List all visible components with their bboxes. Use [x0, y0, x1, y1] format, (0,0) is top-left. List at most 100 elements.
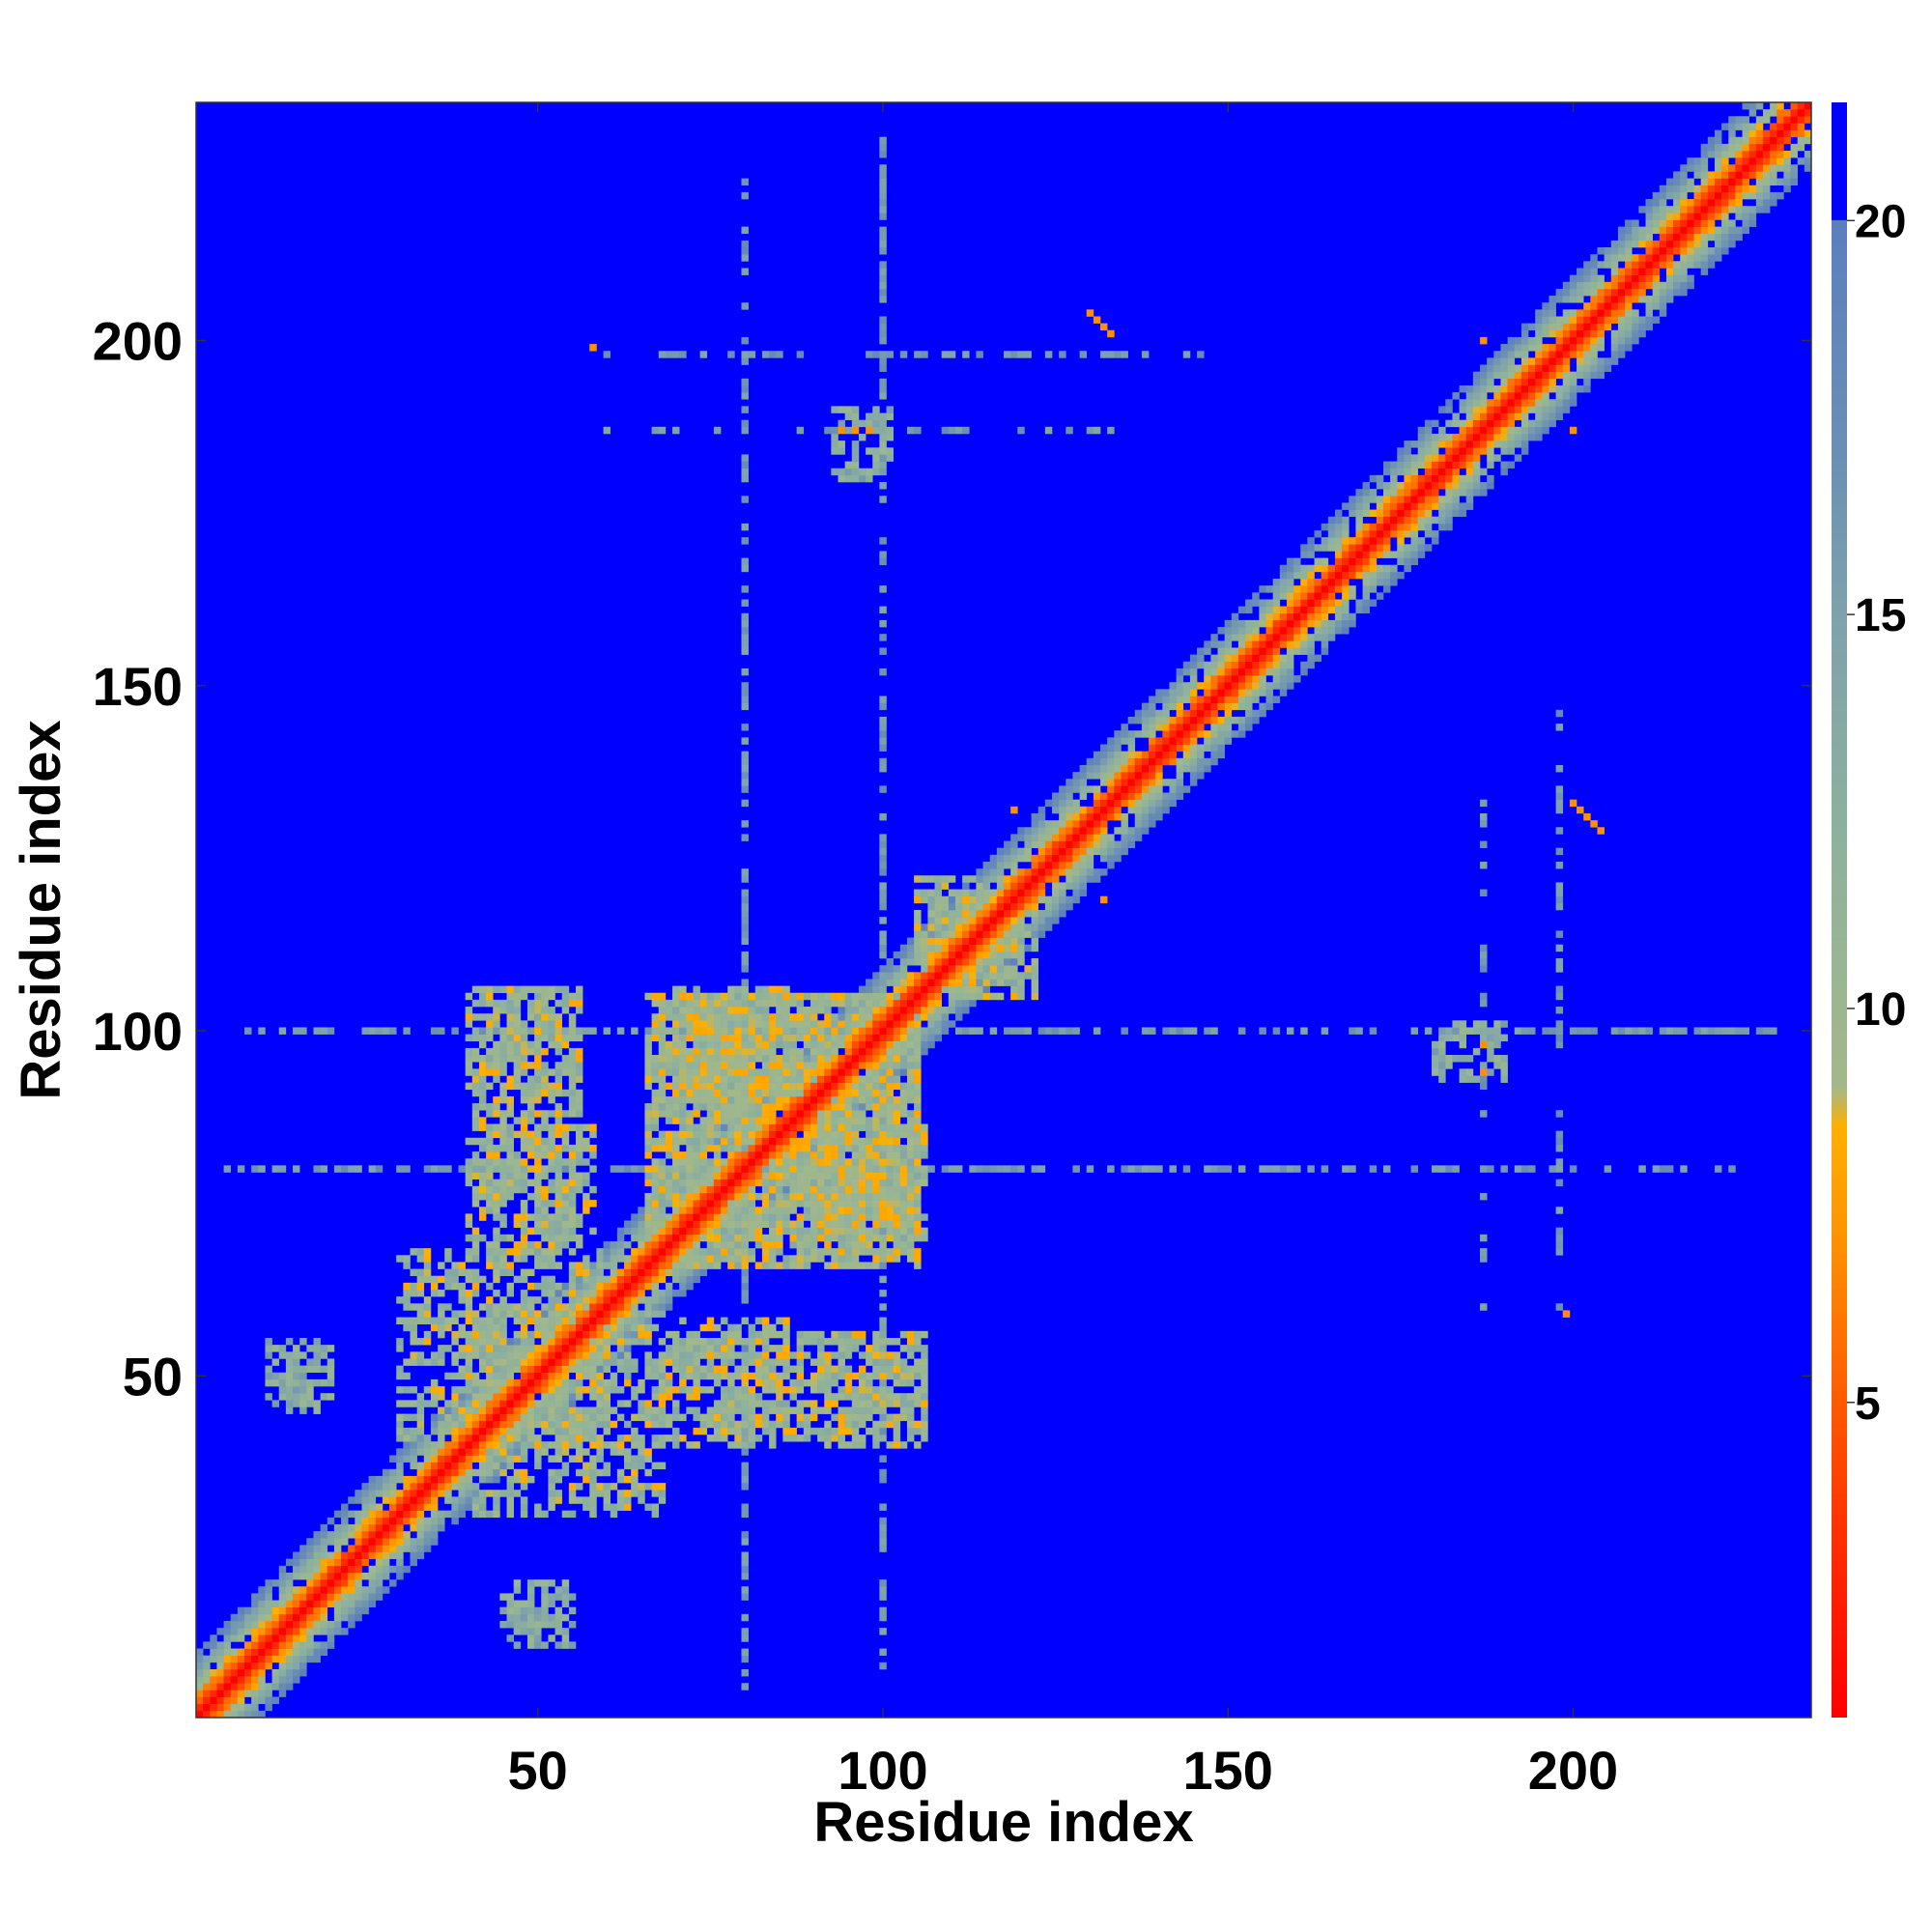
heatmap-cell	[478, 1062, 487, 1069]
heatmap-cell	[962, 895, 970, 904]
heatmap-cell	[969, 972, 977, 980]
heatmap-cell	[810, 1227, 818, 1236]
heatmap-cell	[741, 357, 749, 365]
heatmap-cell	[721, 1330, 728, 1339]
heatmap-cell	[644, 1448, 652, 1456]
heatmap-cell	[561, 1427, 570, 1435]
heatmap-cell	[872, 1192, 880, 1201]
heatmap-cell	[244, 1683, 252, 1690]
heatmap-cell	[603, 1248, 611, 1256]
heatmap-cell	[741, 1007, 749, 1014]
heatmap-cell	[810, 1234, 818, 1242]
heatmap-cell	[734, 1110, 742, 1118]
heatmap-cell	[313, 1648, 321, 1656]
heatmap-cell	[410, 1455, 417, 1463]
heatmap-cell	[844, 1345, 853, 1352]
heatmap-cell	[686, 1345, 694, 1352]
heatmap-cell	[866, 1047, 873, 1056]
heatmap-cell	[741, 1462, 749, 1470]
heatmap-cell	[672, 1406, 680, 1414]
heatmap-cell	[954, 923, 963, 931]
heatmap-cell	[679, 1268, 687, 1277]
heatmap-cell	[879, 336, 887, 345]
heatmap-cell	[817, 1062, 825, 1069]
heatmap-cell	[471, 1468, 480, 1477]
heatmap-cell	[568, 1185, 577, 1194]
heatmap-cell	[741, 985, 749, 994]
heatmap-cell	[789, 1103, 797, 1111]
heatmap-cell	[506, 1613, 514, 1622]
heatmap-cell	[699, 1068, 708, 1076]
heatmap-cell	[644, 1317, 652, 1325]
heatmap-cell	[934, 875, 942, 883]
heatmap-cell	[327, 1634, 335, 1642]
heatmap-cell	[866, 1089, 873, 1097]
heatmap-cell	[313, 1572, 321, 1580]
heatmap-cell	[333, 1600, 342, 1607]
heatmap-cell	[471, 1420, 480, 1429]
heatmap-cell	[541, 999, 549, 1008]
heatmap-cell	[996, 944, 1005, 952]
heatmap-cell	[651, 1220, 660, 1228]
heatmap-cell	[541, 1641, 549, 1649]
heatmap-cell	[589, 1435, 597, 1442]
heatmap-cell	[203, 1683, 211, 1690]
heatmap-cell	[430, 1358, 439, 1366]
heatmap-cell	[858, 999, 867, 1008]
heatmap-cell	[575, 1158, 583, 1166]
heatmap-cell	[776, 1358, 783, 1366]
heatmap-cell	[568, 1490, 577, 1497]
heatmap-cell	[941, 923, 950, 931]
heatmap-cell	[478, 1303, 487, 1311]
heatmap-cell	[651, 1185, 660, 1194]
heatmap-cell	[651, 1013, 660, 1021]
heatmap-cell	[872, 1365, 880, 1374]
heatmap-cell	[465, 1365, 473, 1374]
heatmap-cell	[575, 1413, 583, 1422]
heatmap-cell	[665, 1082, 673, 1091]
heatmap-cell	[478, 1323, 487, 1332]
heatmap-cell	[769, 1075, 777, 1083]
heatmap-cell	[541, 1338, 549, 1346]
heatmap-cell	[879, 1172, 887, 1179]
heatmap-cell	[776, 1144, 783, 1152]
heatmap-cell	[458, 1435, 466, 1442]
heatmap-cell	[914, 1427, 922, 1435]
heatmap-cell	[410, 1462, 417, 1470]
heatmap-cell	[651, 426, 660, 435]
heatmap-cell	[866, 1200, 873, 1208]
heatmap-cell	[906, 1117, 915, 1124]
heatmap-cell	[416, 1441, 425, 1449]
heatmap-cell	[513, 1027, 522, 1035]
heatmap-cell	[741, 647, 749, 655]
heatmap-cell	[866, 1007, 873, 1014]
heatmap-cell	[858, 985, 867, 994]
heatmap-cell	[741, 461, 749, 469]
heatmap-cell	[727, 1220, 735, 1228]
heatmap-cell	[886, 1393, 894, 1401]
heatmap-cell	[954, 985, 963, 994]
heatmap-cell	[824, 1158, 832, 1166]
heatmap-cell	[754, 1330, 763, 1339]
heatmap-cell	[638, 1490, 645, 1497]
heatmap-cell	[686, 1068, 694, 1076]
heatmap-cell	[486, 1130, 494, 1139]
heatmap-cell	[803, 1007, 811, 1014]
heatmap-cell	[554, 1179, 563, 1187]
heatmap-cell	[679, 1372, 687, 1380]
heatmap-cell	[872, 1386, 880, 1394]
heatmap-cell	[954, 965, 963, 973]
heatmap-cell	[486, 1027, 494, 1035]
heatmap-cell	[824, 1068, 832, 1076]
heatmap-cell	[679, 992, 687, 1001]
heatmap-cell	[665, 1151, 673, 1159]
heatmap-cell	[513, 1455, 522, 1463]
heatmap-cell	[734, 1165, 742, 1173]
heatmap-cell	[493, 1047, 500, 1056]
heatmap-cell	[506, 1137, 514, 1146]
heatmap-cell	[582, 1172, 590, 1179]
heatmap-cell	[575, 1220, 583, 1228]
heatmap-cell	[644, 1255, 652, 1263]
heatmap-cell	[203, 1668, 211, 1677]
heatmap-cell	[506, 1151, 514, 1159]
